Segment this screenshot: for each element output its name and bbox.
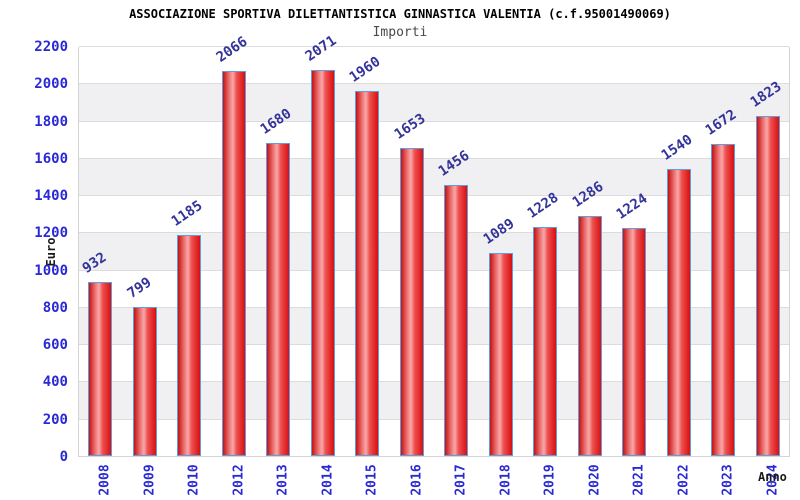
bar [221, 70, 246, 456]
y-tick-label: 1000 [34, 262, 68, 279]
x-tick-label: 2021 [631, 464, 647, 496]
bar [666, 169, 691, 456]
y-tick-label: 200 [42, 411, 68, 428]
y-tick-label: 400 [42, 374, 68, 391]
x-tick-label: 2010 [186, 464, 202, 496]
bar [622, 227, 647, 456]
bar [444, 184, 469, 456]
bar [132, 307, 157, 456]
y-tick-label: 2000 [34, 76, 68, 93]
chart-subtitle: Importi [372, 25, 428, 40]
bar [399, 147, 424, 456]
grid-band [79, 120, 789, 158]
bar [355, 90, 380, 456]
grid-band [79, 83, 789, 121]
chart-title: ASSOCIAZIONE SPORTIVA DILETTANTISTICA GI… [129, 7, 671, 21]
bar [577, 216, 602, 456]
x-axis-title: Anno [758, 470, 787, 484]
bar [755, 116, 780, 456]
y-tick-label: 1200 [34, 225, 68, 242]
y-tick-label: 1400 [34, 188, 68, 205]
x-tick-label: 2023 [720, 464, 736, 496]
x-tick-label: 2016 [409, 464, 425, 496]
bar [88, 282, 113, 456]
bar [533, 227, 558, 456]
y-tick-label: 1600 [34, 150, 68, 167]
bar [266, 142, 291, 456]
x-tick-label: 2009 [142, 464, 158, 496]
x-tick-label: 2015 [364, 464, 380, 496]
x-tick-label: 2014 [320, 464, 336, 496]
y-tick-label: 1800 [34, 113, 68, 130]
x-tick-label: 2018 [498, 464, 514, 496]
y-tick-label: 800 [42, 299, 68, 316]
x-axis-ticks: 2008 2009 2010 2012 2013 2014 2015 2016 2017 2018… [78, 458, 790, 500]
x-tick-label: 2012 [231, 464, 247, 496]
x-tick-label: 2013 [275, 464, 291, 496]
y-tick-label: 600 [42, 337, 68, 354]
x-tick-label: 2008 [97, 464, 113, 496]
grid-band [79, 46, 789, 84]
y-tick-label: 0 [59, 449, 68, 465]
x-tick-label: 2017 [453, 464, 469, 496]
x-tick-label: 2019 [542, 464, 558, 496]
y-axis-ticks: 0 200 400 600 800 1000 1200 1400 1600 1800 2000 220… [0, 39, 72, 465]
y-tick-label: 2200 [34, 39, 68, 55]
bar [310, 70, 335, 456]
bar [711, 144, 736, 456]
plot-area: 932 799 1185 2066 1680 2071 1960 1653 1456 1089 12… [78, 33, 790, 457]
bar [177, 235, 202, 456]
x-tick-label: 2020 [587, 464, 603, 496]
x-tick-label: 2022 [676, 464, 692, 496]
bar [488, 253, 513, 456]
